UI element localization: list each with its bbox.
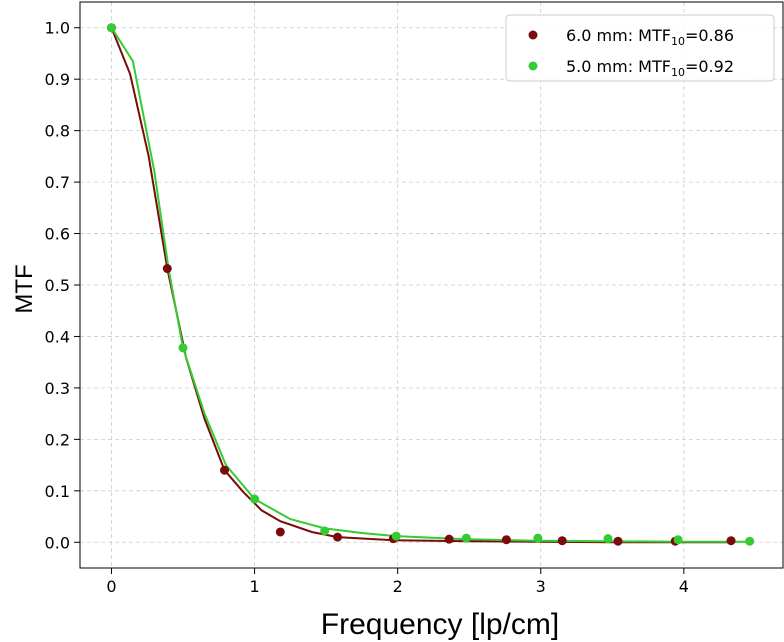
- y-tick-label: 0.5: [45, 276, 70, 295]
- y-tick-label: 0.7: [45, 173, 70, 192]
- legend-label-1: 6.0 mm: MTF10=0.86: [566, 26, 734, 48]
- x-tick-label: 0: [106, 577, 116, 596]
- legend-label-2: 5.0 mm: MTF10=0.92: [566, 57, 734, 79]
- x-axis-ticks: 0 1 2 3 4: [106, 568, 689, 596]
- grid: [80, 2, 784, 568]
- legend-marker-2: [529, 62, 538, 71]
- y-tick-label: 0.0: [45, 533, 70, 552]
- series-points: [107, 23, 754, 546]
- y-tick-label: 0.1: [45, 482, 70, 501]
- series-1-point: [333, 533, 342, 542]
- y-axis-ticks: 0.0 0.1 0.2 0.3 0.4 0.5 0.6 0.7 0.8 0.9 1.0: [45, 19, 80, 553]
- x-tick-label: 3: [536, 577, 546, 596]
- y-tick-label: 0.9: [45, 70, 70, 89]
- series-2-point: [179, 343, 188, 352]
- series-1-point: [558, 536, 567, 545]
- x-tick-label: 1: [249, 577, 259, 596]
- series-1-point: [163, 264, 172, 273]
- y-tick-label: 0.3: [45, 379, 70, 398]
- y-tick-label: 0.4: [45, 327, 70, 346]
- series-1-point: [276, 527, 285, 536]
- legend: 6.0 mm: MTF10=0.86 5.0 mm: MTF10=0.92: [506, 15, 774, 81]
- series-1-point: [727, 536, 736, 545]
- series-2-point: [462, 534, 471, 543]
- y-tick-label: 1.0: [45, 19, 70, 38]
- series-1-curve: [112, 28, 732, 543]
- series-2-point: [745, 537, 754, 546]
- legend-marker-1: [529, 31, 538, 40]
- series-1-point: [445, 535, 454, 544]
- series-1-point: [502, 535, 511, 544]
- y-tick-label: 0.2: [45, 430, 70, 449]
- series-2-point: [250, 495, 259, 504]
- series-2-point: [392, 532, 401, 541]
- y-axis-label: MTF: [11, 264, 38, 313]
- series-2-point: [604, 534, 613, 543]
- series-2-point: [674, 535, 683, 544]
- series-2-point: [320, 526, 329, 535]
- x-tick-label: 2: [393, 577, 403, 596]
- series-2-point: [107, 23, 116, 32]
- series-2-point: [533, 534, 542, 543]
- y-tick-label: 0.6: [45, 225, 70, 244]
- x-axis-label: Frequency [lp/cm]: [321, 608, 559, 641]
- series-1-point: [220, 466, 229, 475]
- x-tick-label: 4: [679, 577, 689, 596]
- series-1-point: [614, 537, 623, 546]
- y-tick-label: 0.8: [45, 122, 70, 141]
